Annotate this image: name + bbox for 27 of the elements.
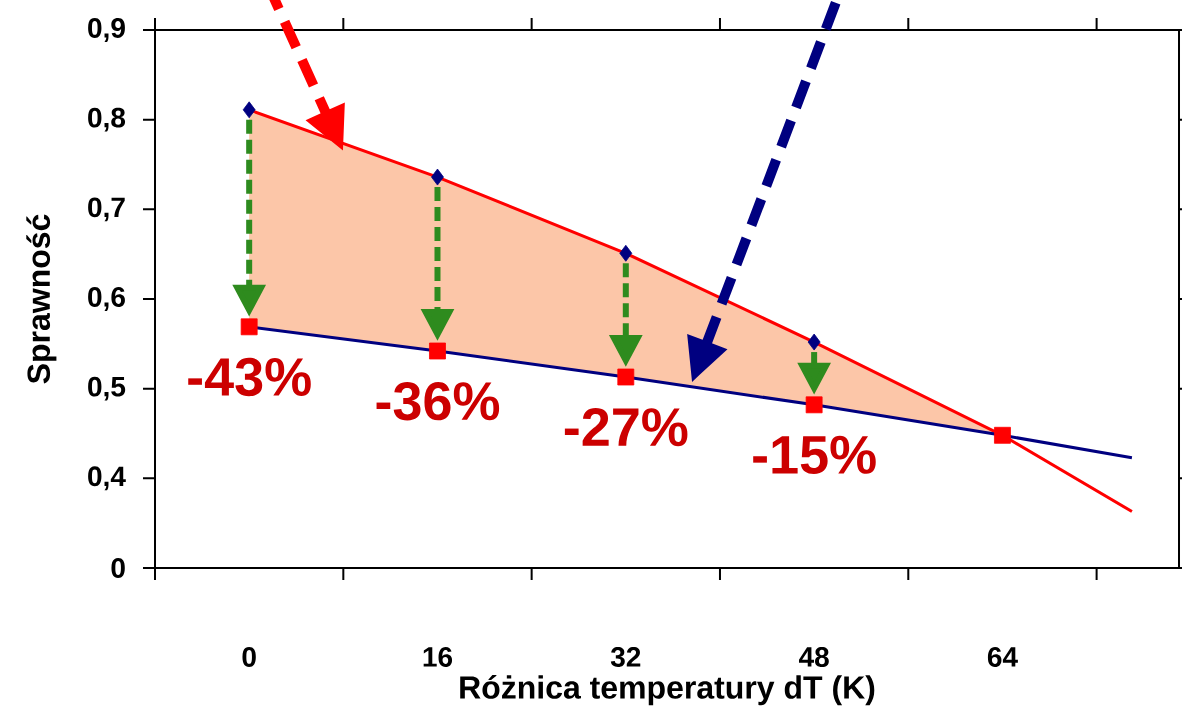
- point: [617, 368, 635, 386]
- y-tick-label: 0,5: [88, 376, 126, 401]
- x-tick-label: 48: [799, 647, 829, 667]
- x-tick-label: 32: [610, 647, 641, 667]
- point: [242, 101, 256, 119]
- point: [619, 244, 633, 262]
- annotation: -27%: [564, 408, 688, 447]
- y-tick-label: 0,6: [88, 287, 125, 311]
- y-axis-title: Sprawność: [26, 214, 57, 384]
- point: [429, 342, 446, 360]
- x-tick-label: 16: [423, 647, 453, 667]
- y-tick-label: 0,8: [88, 107, 126, 132]
- y-tick-label: 0: [111, 558, 125, 578]
- y-tick-label: 0,7: [88, 197, 125, 222]
- annotation: -36%: [376, 382, 500, 421]
- x-tick-label: 64: [987, 647, 1018, 667]
- y-tick-label: 0,9: [88, 18, 125, 42]
- point: [994, 426, 1011, 444]
- annotation: -43%: [188, 357, 311, 397]
- point: [805, 396, 823, 414]
- x-tick-label: 0: [242, 647, 256, 667]
- x-axis-title: Różnica temperatury dT (K): [460, 675, 875, 706]
- annotation: -15%: [753, 435, 876, 474]
- point: [807, 333, 821, 351]
- point: [240, 318, 258, 336]
- y-tick-label: 0,4: [88, 466, 126, 491]
- point: [431, 168, 444, 186]
